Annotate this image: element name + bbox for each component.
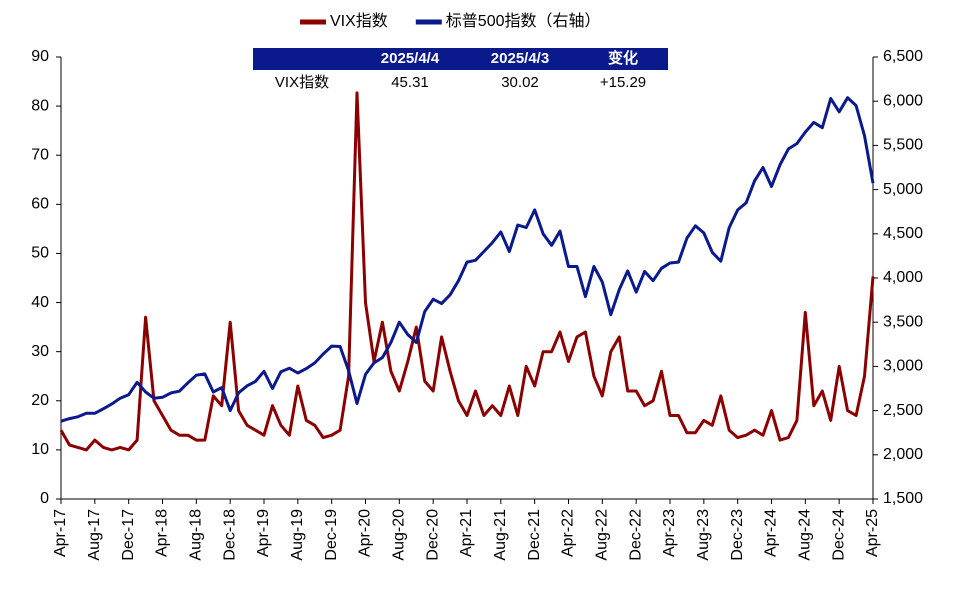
y-tick-label: 50 (31, 245, 49, 262)
x-tick-label: Aug-20 (391, 509, 408, 561)
y2-tick-label: 5,000 (883, 181, 923, 198)
x-tick-label: Aug-17 (86, 509, 103, 561)
x-tick-label: Aug-24 (797, 509, 814, 561)
table-header: 2025/4/3 (491, 50, 549, 67)
y2-tick-label: 4,000 (883, 269, 923, 286)
x-tick-label: Dec-19 (323, 509, 340, 561)
y2-tick-label: 5,500 (883, 137, 923, 154)
x-tick-label: Aug-18 (188, 509, 205, 561)
x-tick-label: Dec-22 (627, 509, 644, 561)
y-tick-label: 70 (31, 146, 49, 163)
y2-tick-label: 6,000 (883, 92, 923, 109)
y-tick-label: 40 (31, 294, 49, 311)
y-tick-label: 0 (40, 490, 49, 507)
x-tick-label: Aug-19 (289, 509, 306, 561)
series-line (60, 96, 875, 423)
x-tick-label: Apr-18 (154, 509, 171, 557)
y-tick-label: 30 (31, 343, 49, 360)
y-tick-label: 10 (31, 441, 49, 458)
legend-label: VIX指数 (330, 12, 388, 30)
y2-tick-label: 2,000 (883, 446, 923, 463)
x-tick-label: Apr-24 (763, 509, 780, 557)
y2-tick-label: 2,500 (883, 402, 923, 419)
legend-label: 标普500指数（右轴） (446, 12, 601, 30)
x-tick-label: Dec-24 (830, 509, 847, 561)
y2-tick-label: 4,500 (883, 225, 923, 242)
x-tick-label: Dec-21 (526, 509, 543, 561)
table-cell: 45.31 (391, 74, 429, 91)
x-tick-label: Dec-23 (729, 509, 746, 561)
x-tick-label: Apr-20 (357, 509, 374, 557)
y2-tick-label: 3,000 (883, 358, 923, 375)
x-tick-label: Aug-23 (695, 509, 712, 561)
y-tick-label: 60 (31, 196, 49, 213)
x-tick-label: Dec-18 (221, 509, 238, 561)
table-cell: VIX指数 (275, 74, 329, 91)
y2-tick-label: 1,500 (883, 490, 923, 507)
y-tick-label: 80 (31, 97, 49, 114)
x-tick-label: Aug-21 (492, 509, 509, 561)
x-tick-label: Apr-23 (661, 509, 678, 557)
y2-tick-label: 3,500 (883, 313, 923, 330)
table-header: 2025/4/4 (381, 50, 440, 67)
x-tick-label: Apr-17 (52, 509, 69, 557)
table-header: 变化 (608, 49, 638, 67)
y-tick-label: 20 (31, 392, 49, 409)
y2-tick-label: 6,500 (883, 48, 923, 65)
table-header-bg (253, 48, 668, 70)
x-tick-label: Dec-17 (120, 509, 137, 561)
x-tick-label: Dec-20 (424, 509, 441, 561)
series-line (59, 91, 875, 452)
table-cell: 30.02 (501, 74, 539, 91)
y-tick-label: 90 (31, 48, 49, 65)
x-tick-label: Aug-22 (594, 509, 611, 561)
x-tick-label: Apr-19 (255, 509, 272, 557)
x-tick-label: Apr-21 (458, 509, 475, 557)
x-tick-label: Apr-25 (864, 509, 881, 557)
table-cell: +15.29 (600, 74, 646, 91)
x-tick-label: Apr-22 (560, 509, 577, 557)
